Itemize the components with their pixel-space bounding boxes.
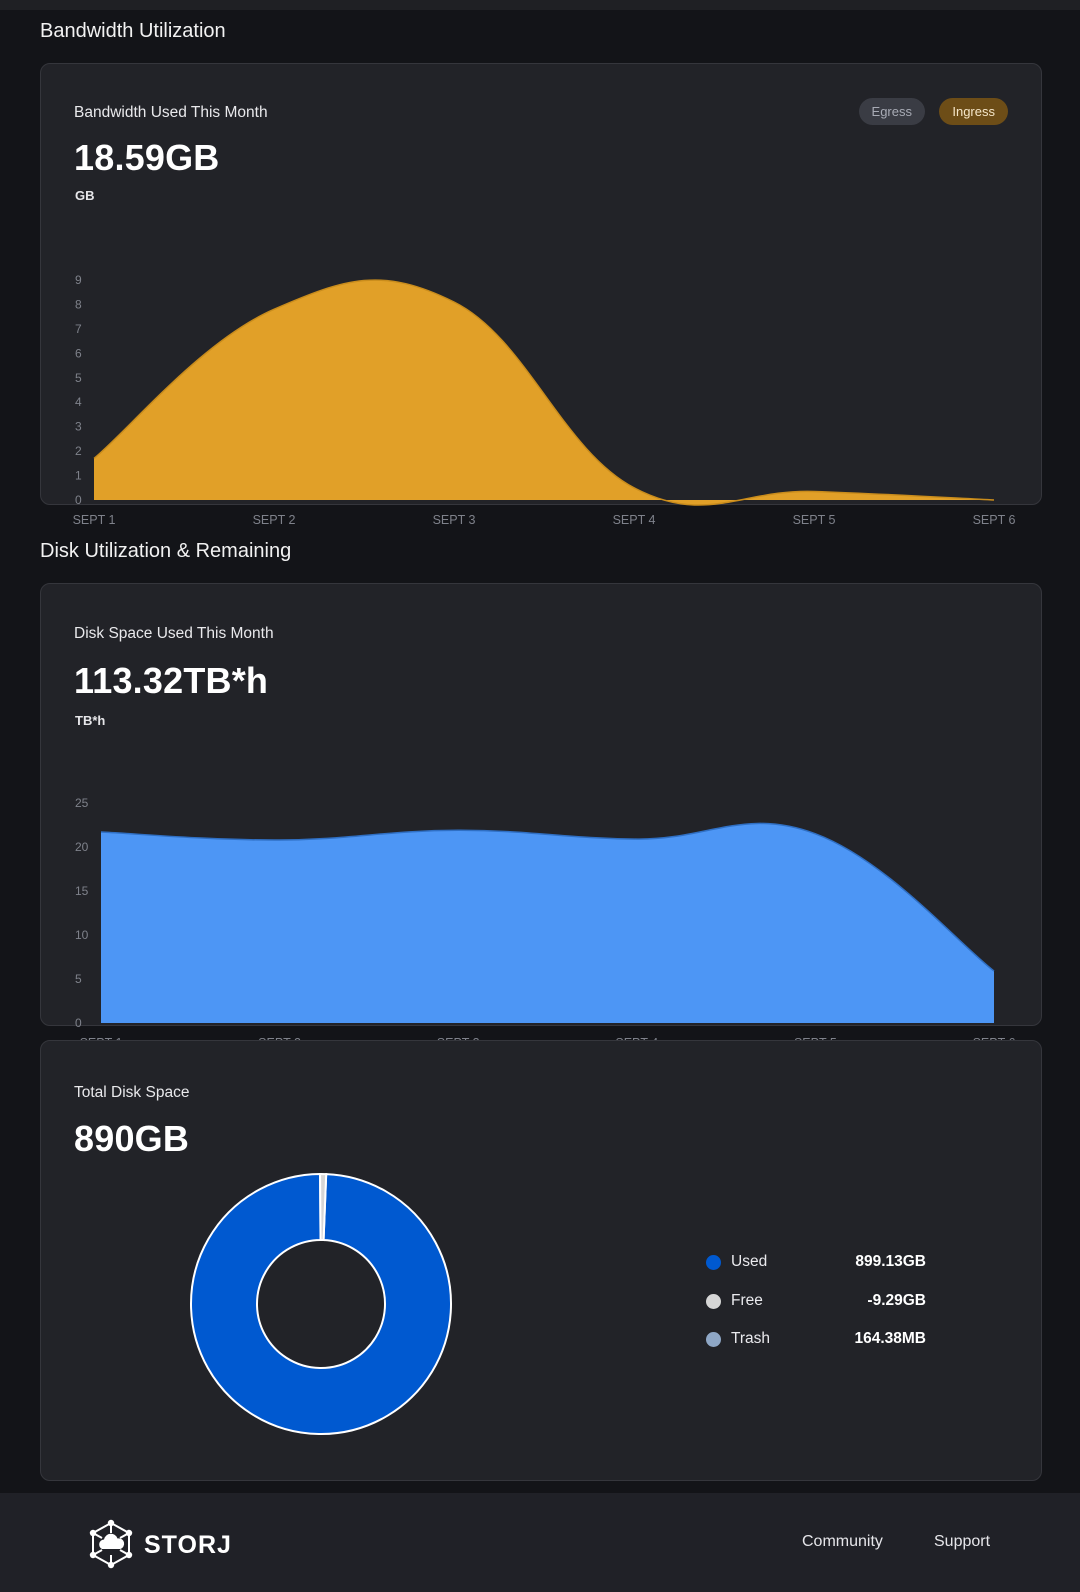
donut-legend: Used 899.13GB Free -9.29GB Trash 164.38M… [706,1251,926,1367]
y-tick-label: 15 [75,884,89,898]
y-tick-label: 4 [75,395,82,409]
y-tick-label: 0 [75,1016,82,1030]
total-disk-value: 890GB [74,1118,190,1159]
donut-slice-used [190,1172,452,1435]
donut-slice-free [319,1173,328,1242]
legend-item-trash: Trash 164.38MB [706,1328,926,1367]
bandwidth-section-title: Bandwidth Utilization [40,20,226,42]
legend-item-used: Used 899.13GB [706,1251,926,1290]
series-line [93,279,995,506]
bandwidth-unit: GB [75,188,95,203]
y-tick-label: 7 [75,322,82,336]
footer: STORJ Community Support [0,1493,1080,1592]
bandwidth-chart: 0 1 2 3 4 5 6 7 8 9 SEPT 1 SEPT 2 SEPT 3 SEPT 4 SEPT 5… [73,273,1016,527]
egress-toggle[interactable]: Egress [858,98,925,125]
bandwidth-card: Bandwidth Used This Month Egress Ingress… [40,63,1042,527]
y-tick-label: 20 [75,840,89,854]
x-tick-label: SEPT 3 [433,513,476,527]
y-tick-label: 3 [75,420,82,434]
legend-label: Free [731,1291,763,1309]
y-tick-label: 8 [75,297,82,311]
x-tick-label: SEPT 1 [73,513,116,527]
disk-value: 113.32TB*h [74,660,269,701]
trash-dot-icon [706,1332,721,1347]
disk-unit: TB*h [75,713,106,728]
series-line [100,822,995,972]
storj-logo-icon [89,1519,133,1569]
bandwidth-value: 18.59GB [74,137,220,178]
brand-name: STORJ [144,1531,232,1559]
disk-donut-chart [190,1172,452,1435]
legend-value: -9.29GB [867,1291,926,1309]
y-tick-label: 9 [75,273,82,287]
legend-value: 899.13GB [855,1253,926,1270]
y-tick-label: 10 [75,928,89,942]
x-tick-label: SEPT 4 [613,513,656,527]
free-dot-icon [706,1293,721,1309]
legend-label: Used [731,1253,768,1270]
used-dot-icon [706,1255,721,1270]
y-tick-label: 2 [75,444,82,458]
y-tick-label: 5 [75,972,82,986]
support-link[interactable]: Support [934,1533,991,1550]
series-area [101,823,994,1023]
disk-label: Disk Space Used This Month [74,625,274,642]
disk-card: Disk Space Used This Month 113.32TB*h TB… [40,583,1042,1050]
legend-item-free: Free -9.29GB [706,1290,926,1329]
disk-section-title: Disk Utilization & Remaining [40,540,292,562]
series-area [94,280,994,506]
bandwidth-label: Bandwidth Used This Month [74,104,268,121]
legend-value: 164.38MB [854,1330,926,1347]
y-tick-label: 0 [75,493,82,507]
community-link[interactable]: Community [802,1533,883,1550]
x-tick-label: SEPT 5 [793,513,836,527]
total-disk-card: Total Disk Space 890GB Used 899.13GB Fre… [40,1040,1042,1481]
ingress-toggle[interactable]: Ingress [939,98,1008,125]
legend-label: Trash [731,1330,771,1347]
y-tick-label: 1 [75,469,82,483]
x-tick-label: SEPT 6 [973,513,1016,527]
y-tick-label: 6 [75,346,82,360]
y-tick-label: 5 [75,371,82,385]
total-disk-label: Total Disk Space [74,1084,190,1101]
x-tick-label: SEPT 2 [253,513,296,527]
top-bar [0,0,1080,10]
y-tick-label: 25 [75,796,89,810]
